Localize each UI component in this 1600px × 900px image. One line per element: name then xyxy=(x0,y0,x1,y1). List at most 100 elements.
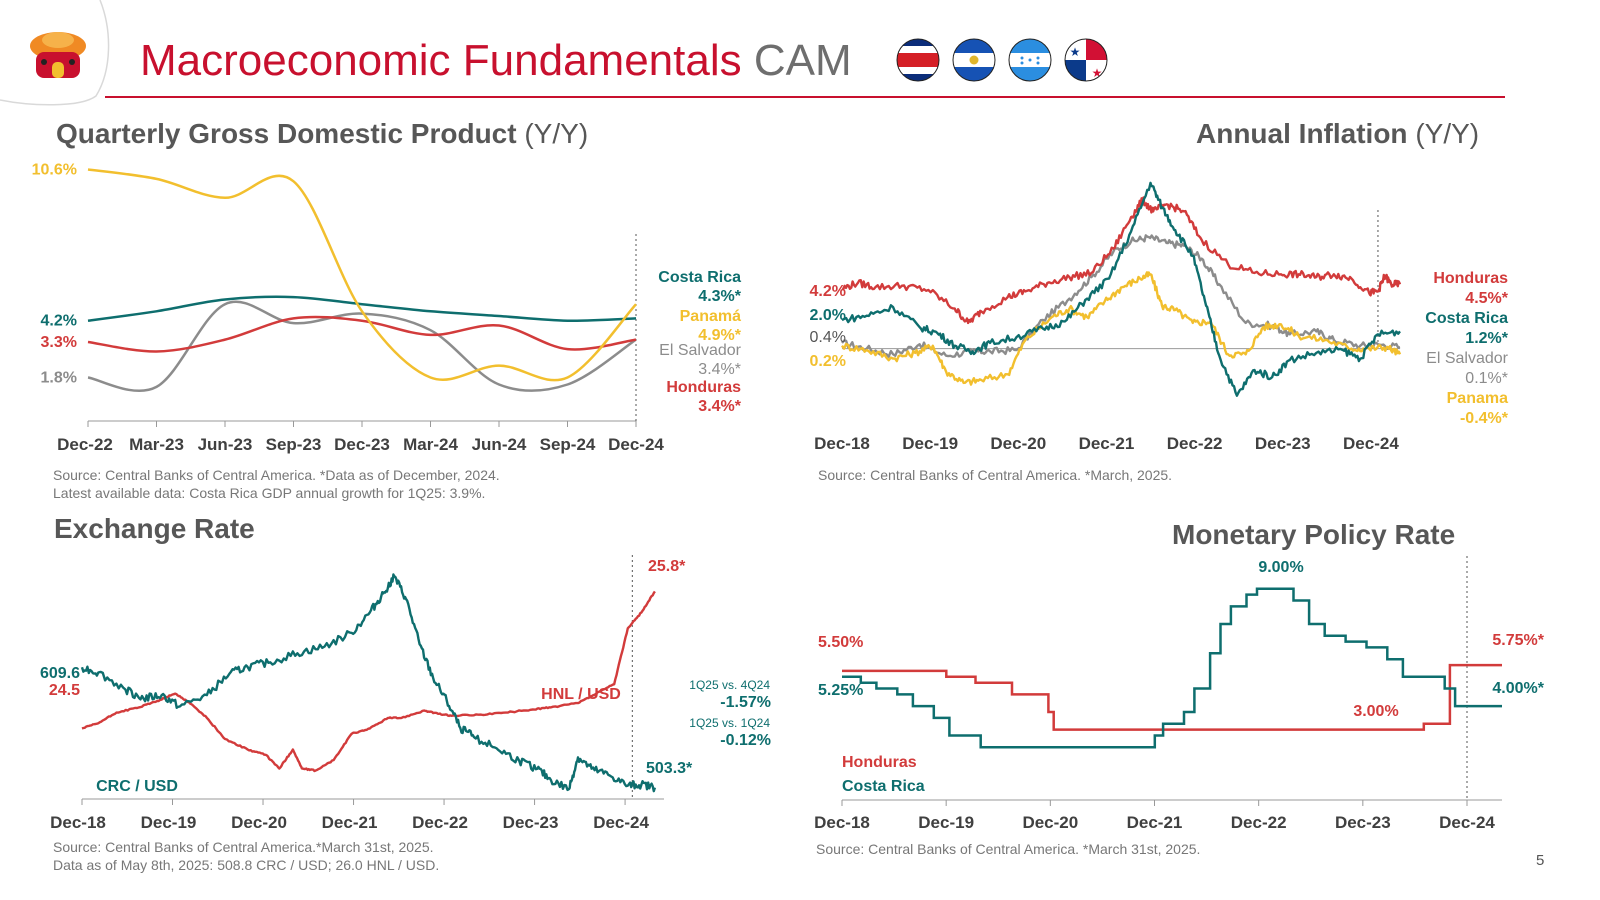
fx-crc-series-label: CRC / USD xyxy=(96,778,178,795)
mpr-source-line1: Source: Central Banks of Central America… xyxy=(816,841,1201,857)
mpr-cr-end-label: 4.00%* xyxy=(1492,680,1544,697)
inflation-series-line-honduras xyxy=(841,196,1402,325)
gdp-x-tick-label: Dec-23 xyxy=(334,435,390,454)
gdp-chart: Dec-22 Mar-23 Jun-23 Sep-23 Dec-23 Mar-24 Jun-… xyxy=(32,161,742,454)
gdp-series-line-honduras xyxy=(87,315,637,353)
fx-x-tick-label: Dec-19 xyxy=(141,813,197,832)
inflation-x-tick-label: Dec-21 xyxy=(1079,434,1135,453)
gdp-x-tick-label: Dec-22 xyxy=(57,435,113,454)
gdp-end-value: 4.9%* xyxy=(698,327,741,344)
gdp-legend-name: Costa Rica xyxy=(658,269,741,286)
mpr-x-tick-label: Dec-22 xyxy=(1231,813,1287,832)
inflation-title-paren: (Y/Y) xyxy=(1415,118,1480,149)
inflation-x-tick-label: Dec-23 xyxy=(1255,434,1311,453)
inflation-series-line-panama xyxy=(841,271,1402,386)
page-number: 5 xyxy=(1536,852,1545,869)
gdp-source: Source: Central Banks of Central America… xyxy=(53,466,500,502)
panama-flag-icon: ★ ★ xyxy=(1065,39,1107,81)
fx-source-line1: Source: Central Banks of Central America… xyxy=(53,839,434,855)
inflation-start-label: 2.0% xyxy=(810,307,846,324)
fx-annotation-value: -0.12% xyxy=(720,732,771,749)
gdp-panel-title: Quarterly Gross Domestic Product (Y/Y) xyxy=(56,118,588,150)
mpr-hn-start-label: 5.50% xyxy=(818,634,863,651)
fx-x-tick-label: Dec-24 xyxy=(593,813,649,832)
page-title: Macroeconomic Fundamentals CAM xyxy=(140,36,852,86)
gdp-start-label: 4.2% xyxy=(41,313,77,330)
inflation-end-value: -0.4%* xyxy=(1460,410,1509,427)
mpr-hn-series-label: Honduras xyxy=(842,754,917,771)
gdp-x-tick-label: Jun-23 xyxy=(198,435,253,454)
gdp-series-line-panam xyxy=(87,168,637,382)
inflation-start-label: 0.2% xyxy=(810,353,846,370)
fx-source-line2: Data as of May 8th, 2025: 508.8 CRC / US… xyxy=(53,857,440,873)
gdp-legend-name: El Salvador xyxy=(659,342,741,359)
gdp-title-paren: (Y/Y) xyxy=(524,118,589,149)
fx-x-tick-label: Dec-20 xyxy=(231,813,287,832)
gdp-x-tick-label: Jun-24 xyxy=(472,435,527,454)
honduras-flag-icon xyxy=(1009,39,1051,81)
mpr-hn-end-label: 5.75%* xyxy=(1492,632,1544,649)
gdp-end-value: 3.4%* xyxy=(698,398,741,415)
mpr-x-tick-label: Dec-21 xyxy=(1127,813,1183,832)
mpr-chart: Dec-18 Dec-19 Dec-20 Dec-21 Dec-22 Dec-23 Dec-… xyxy=(814,556,1545,832)
inflation-source: Source: Central Banks of Central America… xyxy=(818,466,1172,484)
mpr-hn-mid-label: 3.00% xyxy=(1353,703,1398,720)
fx-source: Source: Central Banks of Central America… xyxy=(53,838,439,874)
page-title-region: CAM xyxy=(753,36,852,85)
gdp-legend-name: Panamá xyxy=(680,308,741,325)
inflation-x-tick-label: Dec-19 xyxy=(902,434,958,453)
inflation-source-line1: Source: Central Banks of Central America… xyxy=(818,467,1173,483)
fx-annotation-label: 1Q25 vs. 1Q24 xyxy=(689,716,770,730)
inflation-x-tick-label: Dec-18 xyxy=(814,434,870,453)
fx-annotation-label: 1Q25 vs. 4Q24 xyxy=(689,678,770,692)
mpr-cr-series-label: Costa Rica xyxy=(842,778,925,795)
inflation-end-value: 1.2%* xyxy=(1465,330,1508,347)
gdp-end-value: 3.4%* xyxy=(698,361,741,378)
mpr-cr-start-label: 5.25% xyxy=(818,682,863,699)
mpr-series-line-costarica xyxy=(842,587,1502,749)
inflation-chart: Dec-18 Dec-19 Dec-20 Dec-21 Dec-22 Dec-23 Dec-… xyxy=(810,181,1509,453)
fx-hnl-series-label: HNL / USD xyxy=(541,686,621,703)
fx-x-tick-label: Dec-23 xyxy=(503,813,559,832)
company-logo xyxy=(30,32,86,78)
inflation-legend-name: Costa Rica xyxy=(1425,310,1508,327)
mpr-cr-peak-label: 9.00% xyxy=(1258,559,1303,576)
mpr-x-tick-label: Dec-20 xyxy=(1022,813,1078,832)
inflation-series-line-elsalvador xyxy=(841,234,1401,358)
svg-text:★: ★ xyxy=(1092,66,1103,80)
inflation-x-tick-label: Dec-20 xyxy=(990,434,1046,453)
gdp-x-tick-label: Dec-24 xyxy=(608,435,664,454)
inflation-start-label: 0.4% xyxy=(810,329,846,346)
fx-x-tick-label: Dec-18 xyxy=(50,813,106,832)
inflation-series-line-costarica xyxy=(841,181,1401,397)
fx-crc-end-label: 503.3* xyxy=(646,760,693,777)
inflation-start-label: 4.2% xyxy=(810,283,846,300)
mpr-source: Source: Central Banks of Central America… xyxy=(816,840,1200,858)
gdp-start-label: 1.8% xyxy=(41,369,77,386)
gdp-x-tick-label: Mar-23 xyxy=(129,435,184,454)
inflation-title-bold: Annual Inflation xyxy=(1196,118,1408,149)
gdp-end-value: 4.3%* xyxy=(698,288,741,305)
fx-series-line-hnl xyxy=(81,590,656,773)
fx-hnl-start-label: 24.5 xyxy=(49,682,80,699)
gdp-x-tick-label: Mar-24 xyxy=(403,435,458,454)
costa-rica-flag-icon xyxy=(897,39,939,81)
gdp-start-label: 10.6% xyxy=(32,161,77,178)
inflation-end-value: 4.5%* xyxy=(1465,290,1508,307)
fx-annotation-value: -1.57% xyxy=(720,694,771,711)
gdp-source-line2: Latest available data: Costa Rica GDP an… xyxy=(53,485,486,501)
fx-series-line-crc xyxy=(80,573,657,793)
gdp-start-label: 3.3% xyxy=(41,334,77,351)
inflation-legend-name: Honduras xyxy=(1433,270,1508,287)
page-title-main: Macroeconomic Fundamentals xyxy=(140,36,742,85)
fx-chart: Dec-18 Dec-19 Dec-20 Dec-21 Dec-22 Dec-23 Dec-… xyxy=(40,555,771,832)
gdp-legend-name: Honduras xyxy=(666,379,741,396)
corner-decoration xyxy=(0,0,110,106)
inflation-x-tick-label: Dec-22 xyxy=(1167,434,1223,453)
inflation-end-value: 0.1%* xyxy=(1465,370,1508,387)
inflation-panel-title: Annual Inflation (Y/Y) xyxy=(1196,118,1479,150)
fx-x-tick-label: Dec-22 xyxy=(412,813,468,832)
gdp-x-tick-label: Sep-23 xyxy=(266,435,322,454)
fx-crc-start-label: 609.6 xyxy=(40,665,80,682)
fx-panel-title: Exchange Rate xyxy=(54,513,255,544)
